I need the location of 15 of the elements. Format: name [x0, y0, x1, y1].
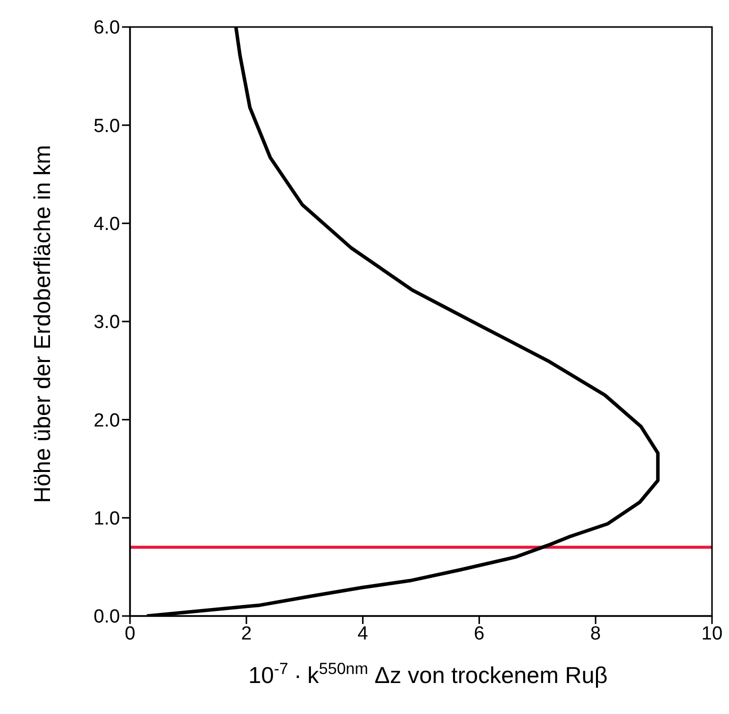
x-tick-label: 2	[241, 623, 252, 644]
x-axis-title: 10$^{-7}$∙ k$^{550nm}$Δz von trockenem Ruβ	[248, 660, 608, 688]
x-tick-label: 4	[358, 623, 369, 644]
x-tick-label: 0	[124, 623, 136, 644]
x-tick-label: 6	[474, 623, 484, 644]
y-tick-label: 3.0	[94, 312, 120, 334]
y-tick-label: 0.0	[94, 606, 120, 628]
y-tick-label: 2.0	[94, 410, 120, 432]
x-tick-label: 8	[590, 623, 601, 644]
y-tick-label: 4.0	[94, 214, 120, 236]
y-axis-title: Höhe über der Erdoberfläche in km	[29, 145, 55, 503]
y-tick-label: 5.0	[94, 116, 120, 137]
y-tick-label: 1.0	[94, 508, 120, 530]
x-tick-label: 10	[701, 623, 723, 644]
y-tick-label: 6.0	[94, 18, 120, 39]
